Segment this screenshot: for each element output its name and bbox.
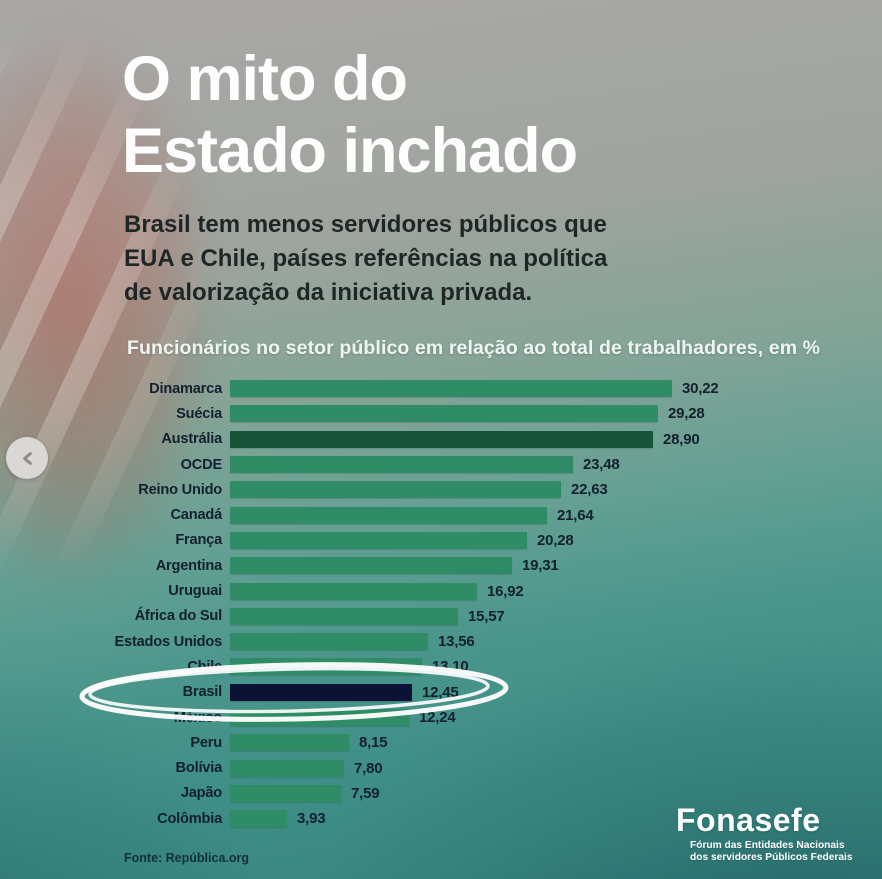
- country-label: Argentina: [155, 557, 223, 574]
- value-label: 8,15: [359, 734, 388, 752]
- country-label: Reino Unido: [138, 481, 222, 498]
- chart-row-reino-unido: Reino Unido 22,63: [124, 477, 864, 502]
- country-label: Uruguai: [168, 583, 222, 600]
- value-label: 13,56: [438, 633, 475, 651]
- chart-row-brasil: Brasil 12,45: [124, 680, 864, 705]
- value-label: 7,80: [354, 759, 383, 777]
- value-bar: [230, 709, 409, 726]
- value-bar: [230, 734, 349, 752]
- subtitle-line-3: de valorização da iniciativa privada.: [124, 279, 533, 307]
- value-label: 23,48: [583, 456, 620, 474]
- value-bar: [230, 658, 422, 676]
- chart-row-austr-lia: Austrália 28,90: [124, 427, 864, 452]
- chart-row-estados-unidos: Estados Unidos 13,56: [114, 629, 864, 654]
- value-bar: [230, 633, 428, 651]
- value-label: 3,93: [297, 810, 326, 828]
- value-bar: [230, 784, 341, 802]
- chart-row-argentina: Argentina 19,31: [124, 553, 864, 578]
- value-bar: [230, 759, 344, 777]
- country-label: Brasil: [182, 684, 223, 701]
- subtitle-line-2: EUA e Chile, países referências na polít…: [124, 245, 608, 273]
- value-label: 15,57: [468, 607, 505, 625]
- logo-tagline-line-2: dos servidores Públicos Federais: [690, 851, 853, 863]
- page-title-line-2: Estado inchado: [122, 115, 578, 186]
- country-label: Estados Unidos: [114, 633, 223, 650]
- value-bar: [230, 481, 561, 499]
- value-bar: [230, 683, 412, 701]
- chart-row-ocde: OCDE 23,48: [124, 452, 864, 477]
- value-label: 30,22: [682, 380, 719, 398]
- value-label: 21,64: [557, 506, 594, 524]
- chart-row-peru: Peru 8,15: [124, 730, 864, 755]
- country-label: Suécia: [176, 405, 222, 422]
- value-label: 12,24: [419, 709, 456, 726]
- chevron-left-icon: [22, 451, 32, 465]
- carousel-prev-button[interactable]: [6, 437, 48, 479]
- source-note: Fonte: República.org: [124, 851, 249, 865]
- country-label: França: [175, 532, 222, 549]
- page-title: O mito do Estado inchado: [122, 44, 578, 188]
- chart-row-m-xico: México 12,24: [124, 705, 864, 730]
- chart-row-canad-: Canadá 21,64: [124, 502, 864, 527]
- country-label: Bolívia: [175, 760, 223, 777]
- country-label: OCDE: [180, 456, 223, 473]
- fonasefe-logo: Fonasefe Fórum das Entidades Nacionais d…: [676, 802, 862, 864]
- country-label: Japão: [180, 785, 222, 802]
- chart-row-uruguai: Uruguai 16,92: [124, 578, 864, 603]
- value-bar: [230, 405, 658, 423]
- value-bar: [230, 810, 287, 828]
- chart-row-fran-a: França 20,28: [124, 528, 864, 553]
- value-bar: [230, 531, 527, 549]
- value-label: 20,28: [537, 531, 574, 549]
- country-label: Chile: [187, 658, 222, 675]
- country-label: Canadá: [170, 507, 222, 524]
- subtitle-line-1: Brasil tem menos servidores públicos que: [124, 211, 607, 238]
- chart-title: Funcionários no setor público em relação…: [127, 337, 821, 359]
- page-subtitle: Brasil tem menos servidores públicos que…: [124, 208, 607, 310]
- country-label: Austrália: [161, 431, 222, 448]
- value-bar: [230, 557, 512, 575]
- value-label: 22,63: [571, 481, 608, 499]
- bar-chart: Dinamarca 30,22 Suécia 29,28 Austrália 28,90 O…: [114, 376, 864, 831]
- logo-wordmark: Fonasefe: [676, 802, 821, 838]
- chart-row-jap-o: Japão 7,59: [124, 781, 864, 806]
- value-label: 16,92: [487, 582, 524, 600]
- country-label: África do Sul: [134, 608, 223, 625]
- value-bar: [230, 380, 672, 398]
- bar-chart-rows: Dinamarca 30,22 Suécia 29,28 Austrália 28,90 O…: [114, 376, 864, 831]
- logo-tagline: Fórum das Entidades Nacionais dos servid…: [690, 840, 862, 864]
- value-label: 12,45: [422, 683, 459, 701]
- chart-row-chile: Chile 13,10: [124, 654, 864, 679]
- chart-row-dinamarca: Dinamarca 30,22: [124, 376, 864, 401]
- country-label: México: [173, 709, 222, 726]
- country-label: Colômbia: [157, 810, 222, 827]
- logo-tagline-line-1: Fórum das Entidades Nacionais: [690, 839, 845, 851]
- value-bar: [230, 456, 573, 474]
- chart-row-bol-via: Bolívia 7,80: [124, 755, 864, 780]
- value-bar: [230, 430, 653, 448]
- chart-row-col-mbia: Colômbia 3,93: [124, 806, 864, 831]
- value-bar: [230, 506, 547, 524]
- value-label: 28,90: [663, 430, 700, 448]
- value-label: 13,10: [432, 658, 469, 676]
- value-bar: [230, 607, 458, 625]
- value-label: 29,28: [668, 405, 705, 423]
- chart-row-su-cia: Suécia 29,28: [124, 401, 864, 426]
- value-label: 7,59: [351, 784, 380, 802]
- page-title-line-1: O mito do: [122, 44, 408, 114]
- country-label: Peru: [190, 734, 222, 751]
- value-label: 19,31: [522, 557, 559, 575]
- country-label: Dinamarca: [149, 380, 222, 397]
- chart-row--frica-do-sul: África do Sul 15,57: [124, 604, 864, 629]
- value-bar: [230, 582, 477, 600]
